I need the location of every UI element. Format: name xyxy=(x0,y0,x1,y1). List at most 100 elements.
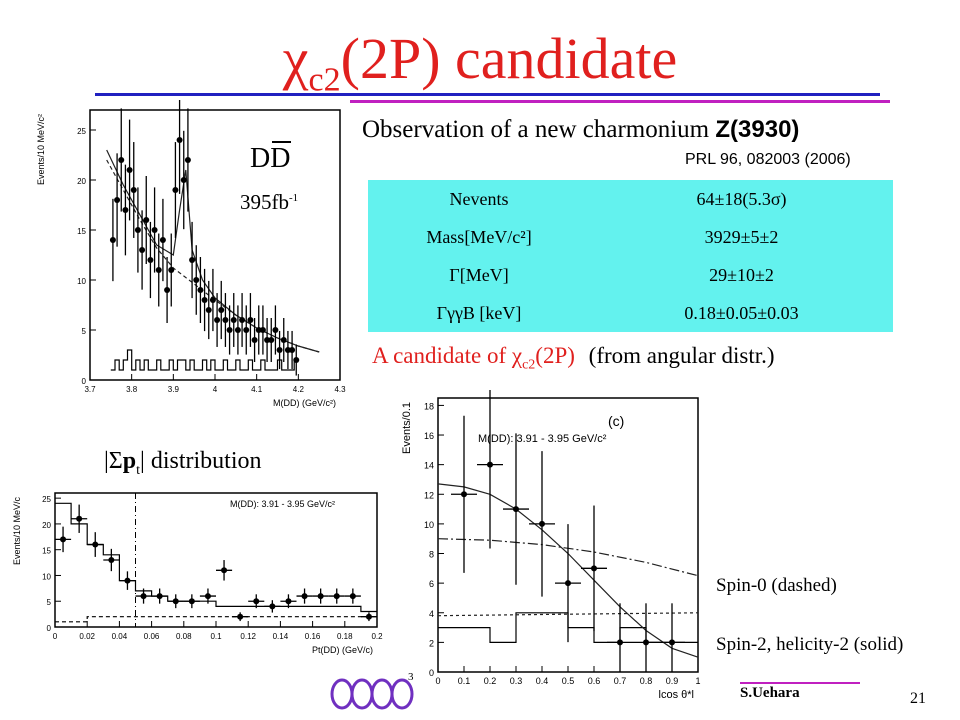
data-point xyxy=(349,593,356,600)
data-point xyxy=(159,237,166,243)
y-axis-label: Events/0.1 xyxy=(401,402,413,454)
x-tick-label: 0 xyxy=(435,676,440,686)
y-tick-label: 2 xyxy=(429,638,434,648)
data-point xyxy=(205,307,212,313)
x-tick-label: 0.16 xyxy=(305,632,321,641)
data-point xyxy=(276,347,283,353)
data-point xyxy=(143,217,150,223)
y-tick-label: 20 xyxy=(77,177,86,186)
table-row: Mass[MeV/c²] 3929±5±2 xyxy=(426,226,779,247)
data-point xyxy=(251,337,258,343)
data-point xyxy=(108,557,115,563)
x-tick-label: 0.6 xyxy=(588,676,601,686)
data-point xyxy=(591,565,597,572)
data-point xyxy=(109,237,116,243)
data-point xyxy=(243,327,250,333)
data-point xyxy=(268,337,275,343)
y-tick-label: 0 xyxy=(429,668,434,678)
dd-label: DD xyxy=(250,141,291,174)
x-tick-label: 0.2 xyxy=(484,676,497,686)
y-tick-label: 0 xyxy=(82,377,87,386)
data-point xyxy=(140,593,147,600)
data-point xyxy=(333,593,340,600)
data-point xyxy=(565,580,571,587)
title-rule-blue xyxy=(95,93,880,96)
y-tick-label: 25 xyxy=(77,127,86,136)
data-point xyxy=(164,287,171,293)
reference: PRL 96, 082003 (2006) xyxy=(685,151,851,168)
x-tick-label: 0.06 xyxy=(144,632,160,641)
data-point xyxy=(126,167,133,173)
y-tick-label: 6 xyxy=(429,579,434,589)
data-point xyxy=(226,327,233,333)
data-point xyxy=(193,277,200,283)
data-point xyxy=(284,347,291,353)
y-tick-label: 20 xyxy=(42,521,51,530)
x-tick-label: 0.02 xyxy=(79,632,95,641)
x-tick-label: 3.7 xyxy=(84,385,96,394)
data-point xyxy=(285,598,292,605)
data-point xyxy=(222,317,229,323)
y-tick-label: 10 xyxy=(42,572,51,581)
data-point xyxy=(221,567,228,574)
data-point xyxy=(122,207,129,213)
luminosity-label: 395fb-1 xyxy=(240,190,299,214)
x-axis-label: M(DD) (GeV/c²) xyxy=(273,398,336,408)
data-point xyxy=(184,157,191,163)
data-point xyxy=(461,491,467,498)
data-point xyxy=(92,541,99,548)
data-point xyxy=(218,307,225,313)
slide-title: χc2(2P) candidate xyxy=(282,26,678,99)
data-point xyxy=(168,267,175,273)
angular-distribution-plot: 0 0.1 0.2 0.3 0.4 0.5 0.6 0.7 0.8 0.9 102468101214… xyxy=(398,390,703,705)
x-tick-label: 0.1 xyxy=(458,676,471,686)
data-point xyxy=(487,461,493,468)
data-point xyxy=(147,257,154,263)
candidate-line: A candidate of χc2(2P) (from angular dis… xyxy=(372,343,775,373)
plot-frame xyxy=(89,109,341,381)
x-tick-label: 0.14 xyxy=(273,632,289,641)
data-point xyxy=(293,357,300,363)
data-point xyxy=(118,157,125,163)
x-tick-label: 3.9 xyxy=(168,385,180,394)
footer-rule xyxy=(740,682,860,684)
y-tick-label: 10 xyxy=(77,277,86,286)
y-tick-label: 4 xyxy=(429,609,434,619)
data-point xyxy=(643,639,649,646)
data-point xyxy=(197,287,204,293)
data-point xyxy=(513,506,519,513)
y-tick-label: 5 xyxy=(47,598,52,607)
data-point xyxy=(259,327,266,333)
data-point xyxy=(180,177,187,183)
x-tick-label: 0.5 xyxy=(562,676,575,686)
y-tick-label: 10 xyxy=(424,520,434,530)
y-tick-label: 15 xyxy=(42,547,51,556)
data-point xyxy=(156,593,163,600)
x-tick-label: 0.8 xyxy=(640,676,653,686)
x-tick-label: 3.8 xyxy=(126,385,138,394)
data-point xyxy=(130,187,137,193)
data-point xyxy=(264,337,271,343)
data-point xyxy=(134,227,141,233)
spin0-label: Spin-0 (dashed) xyxy=(716,575,837,596)
plot-annotation: M(DD): 3.91 - 3.95 GeV/c² xyxy=(230,499,335,509)
data-point xyxy=(280,337,287,343)
table-row: ΓγγB [keV] 0.18±0.05±0.03 xyxy=(436,302,799,323)
panel-label: (c) xyxy=(608,413,624,429)
collaboration-logo: 3 xyxy=(330,671,414,710)
x-axis-label: lcos θ*l xyxy=(659,689,694,701)
table-row: Nevents 64±18(5.3σ) xyxy=(449,188,787,209)
data-point xyxy=(247,317,254,323)
data-point xyxy=(317,593,324,600)
title-rule-magenta xyxy=(115,100,890,103)
x-tick-label: 0.08 xyxy=(176,632,192,641)
x-tick-label: 4 xyxy=(213,385,218,394)
data-point xyxy=(301,593,308,600)
data-point xyxy=(172,598,179,605)
y-axis-label: Events/10 MeV/c xyxy=(12,497,22,566)
x-tick-label: 0.7 xyxy=(614,676,627,686)
y-axis-label: Events/10 MeV/c² xyxy=(36,114,46,185)
data-point xyxy=(234,327,241,333)
table-row: Γ[MeV] 29±10±2 xyxy=(449,264,774,285)
x-tick-label: 0.2 xyxy=(371,632,383,641)
